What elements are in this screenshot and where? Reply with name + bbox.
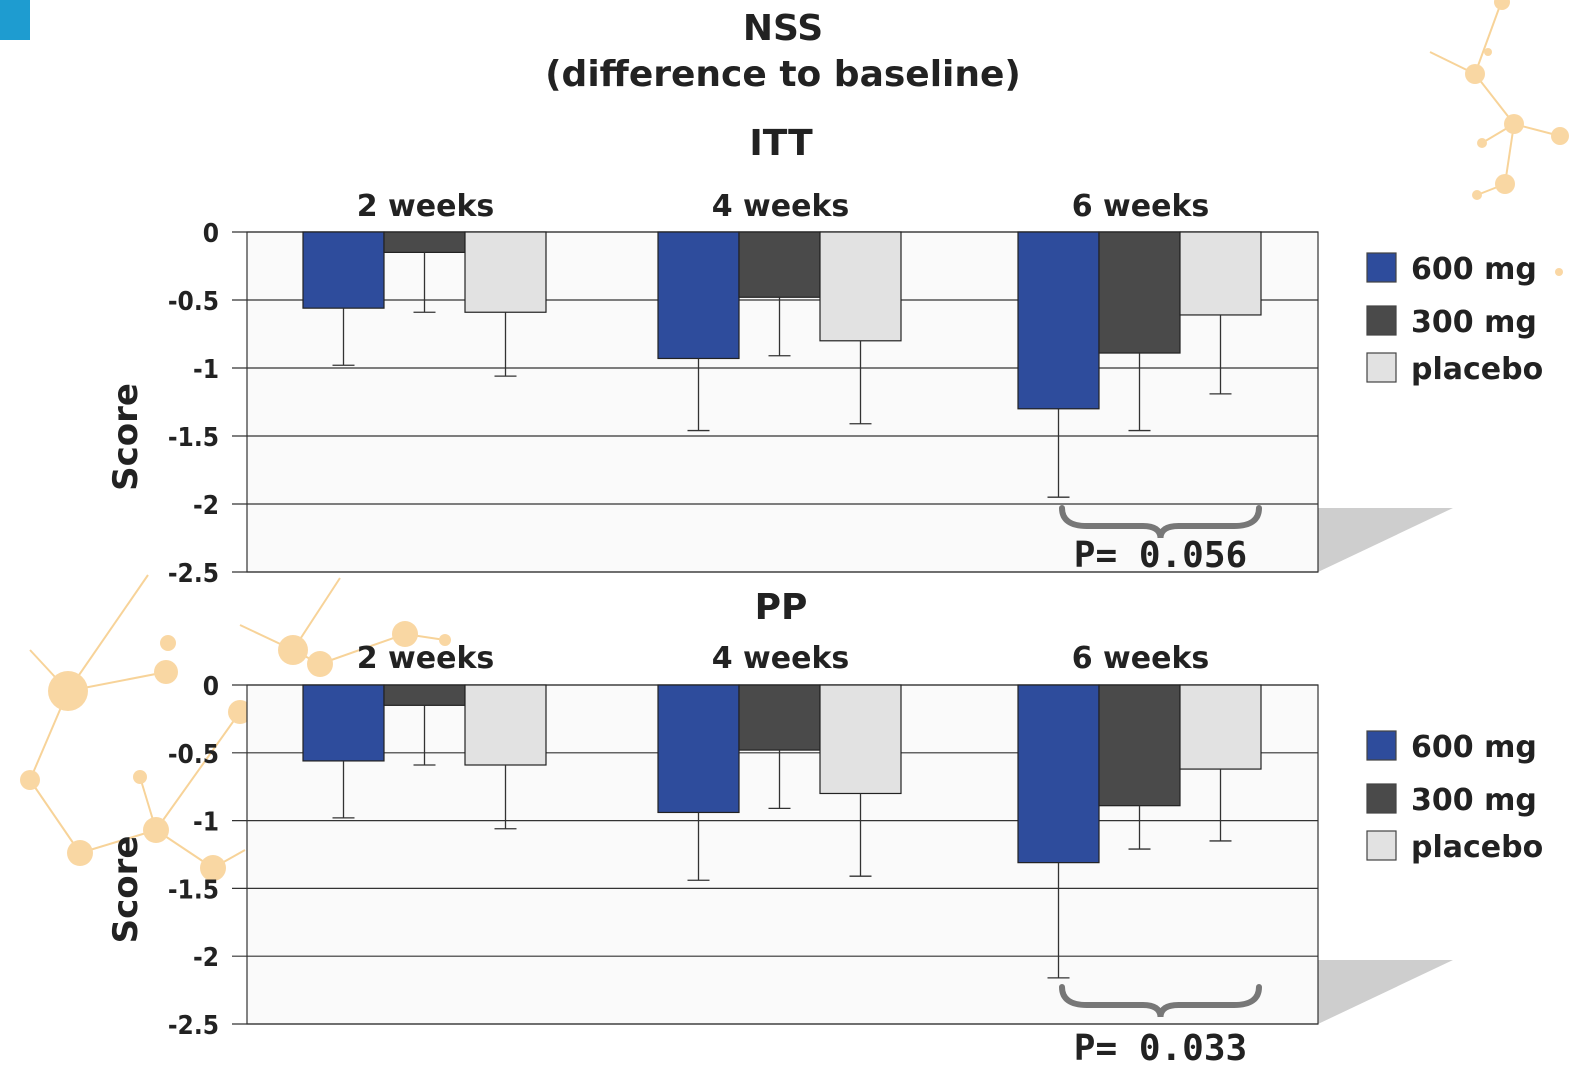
y-axis-label: Score <box>106 383 146 491</box>
legend-swatch <box>1366 830 1397 861</box>
bar <box>302 684 385 762</box>
category-label: 4 weeks <box>712 641 850 676</box>
legend-label: 600 mg <box>1411 252 1537 287</box>
y-tick-label: -2 <box>193 943 219 973</box>
y-axis-label: Score <box>106 836 146 944</box>
category-label: 2 weeks <box>357 189 495 224</box>
molecule-decoration-top-right <box>1429 0 1569 276</box>
bar <box>464 684 547 766</box>
legend-label: 600 mg <box>1411 730 1537 765</box>
bar <box>1017 231 1100 410</box>
legend-label: placebo <box>1411 830 1543 865</box>
bar <box>1017 684 1100 864</box>
bar <box>657 231 740 360</box>
molecule-decoration-left <box>20 574 451 881</box>
bar <box>1179 231 1262 316</box>
chart-panel-pp: PP 0 -0.5 -1 -1.5 -2 -2.5 Score 2 weeks 4 weeks 6 … <box>106 587 1543 1069</box>
category-label: 2 weeks <box>357 641 495 676</box>
y-tick-label: -1 <box>193 808 219 838</box>
corner-accent <box>0 0 30 40</box>
chart-panel-itt: ITT 0 -0.5 -1 -1.5 -2 -2.5 Score 2 weeks 4 weeks 6… <box>106 123 1543 589</box>
bar <box>1098 231 1181 354</box>
bar <box>1179 684 1262 770</box>
legend-label: placebo <box>1411 352 1543 387</box>
bar <box>819 231 902 342</box>
legend-swatch <box>1366 305 1397 336</box>
legend-label: 300 mg <box>1411 305 1537 340</box>
y-tick-label: -2.5 <box>168 1011 219 1041</box>
y-tick-label: -1.5 <box>168 875 219 905</box>
bar <box>1098 684 1181 807</box>
y-tick-label: -0.5 <box>168 740 219 770</box>
y-tick-label: 0 <box>203 672 219 702</box>
panel-title: PP <box>755 587 808 628</box>
p-value-annotation: P= 0.033 <box>1074 1028 1247 1069</box>
bar <box>738 231 821 298</box>
figure-title-line1: NSS <box>743 8 823 49</box>
figure-title-line2: (difference to baseline) <box>545 54 1021 95</box>
y-tick-label: -1 <box>193 355 219 385</box>
bar <box>302 231 385 309</box>
legend-swatch <box>1366 252 1397 283</box>
legend-swatch <box>1366 783 1397 814</box>
y-tick-label: -2.5 <box>168 559 219 589</box>
shadow-wedge <box>1318 508 1453 572</box>
bar <box>383 684 466 706</box>
bar <box>819 684 902 795</box>
bar <box>738 684 821 751</box>
significance-brace <box>1059 984 1262 1018</box>
bar <box>657 684 740 814</box>
legend-label: 300 mg <box>1411 783 1537 818</box>
y-tick-label: -1.5 <box>168 423 219 453</box>
y-tick-label: 0 <box>203 219 219 249</box>
p-value-annotation: P= 0.056 <box>1074 535 1247 576</box>
category-label: 4 weeks <box>712 189 850 224</box>
y-tick-label: -2 <box>193 491 219 521</box>
bar <box>464 231 547 313</box>
category-label: 6 weeks <box>1072 189 1210 224</box>
shadow-wedge <box>1318 960 1453 1024</box>
y-tick-label: -0.5 <box>168 287 219 317</box>
significance-brace <box>1059 505 1262 539</box>
panel-title: ITT <box>749 123 813 164</box>
bar <box>383 231 466 253</box>
legend-swatch <box>1366 352 1397 383</box>
legend-swatch <box>1366 730 1397 761</box>
category-label: 6 weeks <box>1072 641 1210 676</box>
